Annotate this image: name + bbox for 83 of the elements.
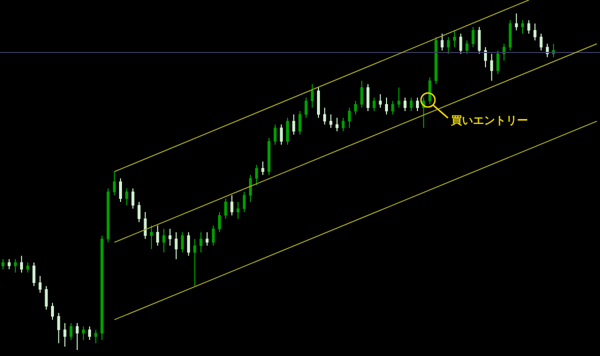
candlestick (496, 50, 500, 75)
candlestick (310, 84, 314, 108)
candlestick (8, 258, 11, 270)
candlestick (397, 87, 400, 108)
candlestick (446, 36, 450, 54)
candlestick (156, 224, 160, 246)
candlestick (323, 107, 326, 126)
candlestick (51, 302, 54, 320)
candlestick (187, 232, 190, 256)
candlestick (248, 174, 252, 202)
candlestick (490, 53, 494, 82)
candlestick (410, 97, 413, 112)
candlestick (119, 178, 122, 202)
candlestick (514, 12, 518, 31)
candlestick (292, 114, 296, 136)
candlestick (131, 188, 134, 210)
candlestick (534, 23, 536, 41)
candlestick (472, 26, 475, 48)
candlestick (180, 232, 184, 253)
candlestick (206, 232, 209, 246)
candlestick (521, 20, 524, 34)
candlestick (342, 117, 345, 132)
candlestick (527, 20, 530, 34)
candlestick (138, 201, 141, 223)
candlestick (20, 255, 24, 274)
candlestick (88, 326, 92, 340)
candlestick (440, 33, 444, 51)
candlestick (242, 191, 246, 213)
candlestick (38, 275, 42, 294)
candlestick (404, 97, 407, 112)
candlestick (274, 124, 277, 146)
candlestick (508, 20, 512, 51)
candlestick (366, 84, 370, 112)
candlestick (428, 76, 432, 105)
candlestick (360, 80, 364, 108)
candlestick (212, 224, 215, 246)
candlestick (162, 228, 166, 253)
candlestick (193, 238, 196, 287)
candlestick (230, 194, 234, 216)
candlestick (255, 164, 258, 186)
candlestick (465, 40, 468, 54)
candlestick (150, 224, 153, 250)
candlestick (44, 286, 48, 310)
candlestick (378, 94, 382, 108)
candlestick (372, 97, 376, 112)
candlestick (82, 326, 85, 340)
candlestick (144, 212, 147, 240)
candlestick (459, 33, 462, 54)
candlestick (63, 322, 66, 348)
candlestick (385, 97, 388, 115)
candlestick (261, 161, 264, 176)
candlestick (453, 30, 456, 48)
candlestick (391, 100, 394, 115)
candlestick (218, 212, 221, 233)
candlestick (478, 26, 481, 54)
candlestick (32, 262, 36, 287)
candlestick (286, 117, 289, 146)
candlestick (329, 114, 332, 128)
candlestick (70, 322, 72, 340)
candlestick (317, 87, 320, 118)
candlestick (168, 228, 172, 246)
candlestick (348, 107, 351, 128)
candlestick (304, 97, 308, 118)
candlestick (336, 117, 338, 132)
candlestick (484, 46, 487, 68)
candlestick (76, 322, 79, 350)
annotation: 買いエントリー (450, 114, 528, 127)
candlestick (2, 258, 4, 270)
candlestick (298, 110, 302, 136)
candlestick (224, 198, 228, 220)
candlestick (57, 312, 60, 344)
candlestick (236, 201, 240, 220)
candlestick (26, 262, 30, 274)
candlestick (416, 97, 419, 112)
candlestick (199, 232, 202, 253)
candlestick (14, 258, 17, 274)
candlestick (540, 33, 543, 51)
candlestick (112, 171, 116, 196)
candlestick (354, 100, 358, 115)
candlestick (125, 188, 128, 206)
candlestick (174, 232, 178, 260)
candlestick (94, 329, 98, 344)
candlestick (280, 124, 283, 146)
